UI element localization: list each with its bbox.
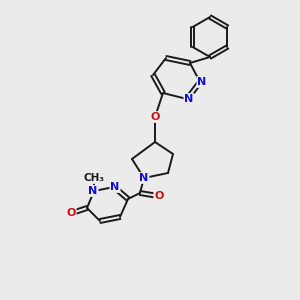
Text: N: N [110,182,120,192]
Text: O: O [66,208,76,218]
Text: O: O [154,191,164,201]
Text: N: N [140,173,148,183]
Text: CH₃: CH₃ [83,173,104,183]
Text: N: N [88,186,98,196]
Text: N: N [184,94,194,104]
Text: N: N [197,77,207,87]
Text: O: O [150,112,160,122]
